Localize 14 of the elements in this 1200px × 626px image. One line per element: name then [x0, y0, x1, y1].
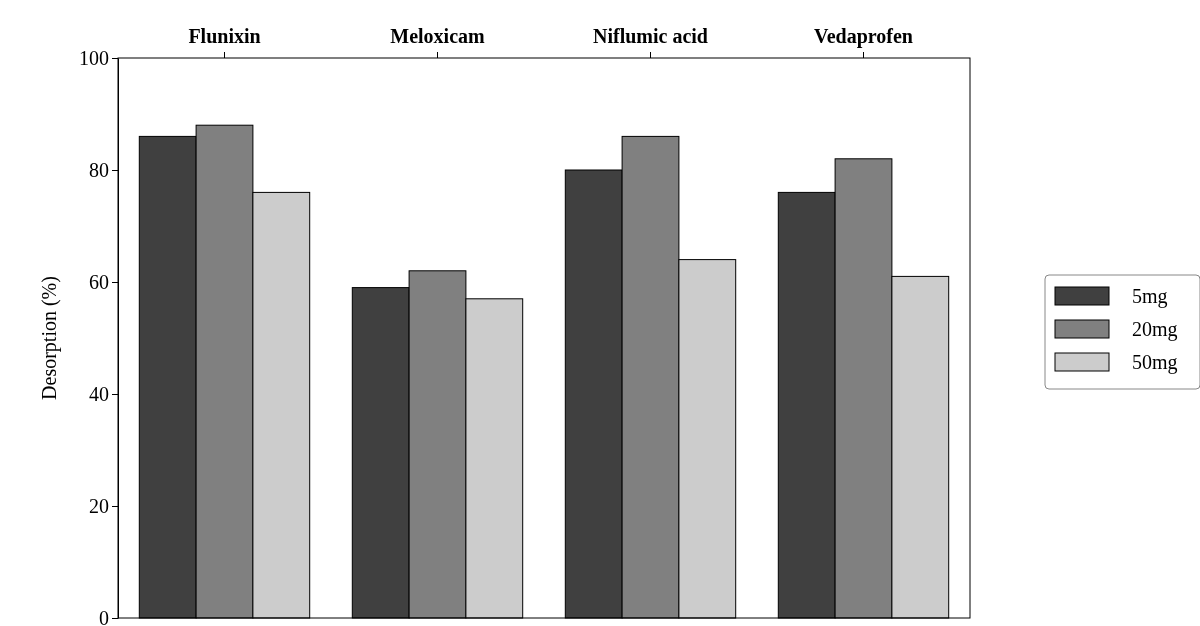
y-tick-label: 100: [79, 46, 109, 69]
y-axis-title: Desorption (%): [38, 276, 61, 400]
y-tick-label: 60: [89, 270, 109, 293]
y-tick-label: 20: [89, 494, 109, 517]
legend-label: 50mg: [1132, 351, 1178, 374]
x-tick-label: Vedaprofen: [814, 25, 913, 48]
y-tick-label: 40: [89, 382, 109, 405]
legend-label: 5mg: [1132, 285, 1168, 308]
x-tick-label: Flunixin: [188, 25, 261, 47]
y-tick-label: 80: [89, 158, 109, 181]
x-tick-label: Niflumic acid: [593, 25, 708, 47]
x-tick-label: Meloxicam: [390, 25, 486, 47]
legend-label: 20mg: [1132, 318, 1178, 341]
y-tick-label: 0: [99, 606, 109, 626]
